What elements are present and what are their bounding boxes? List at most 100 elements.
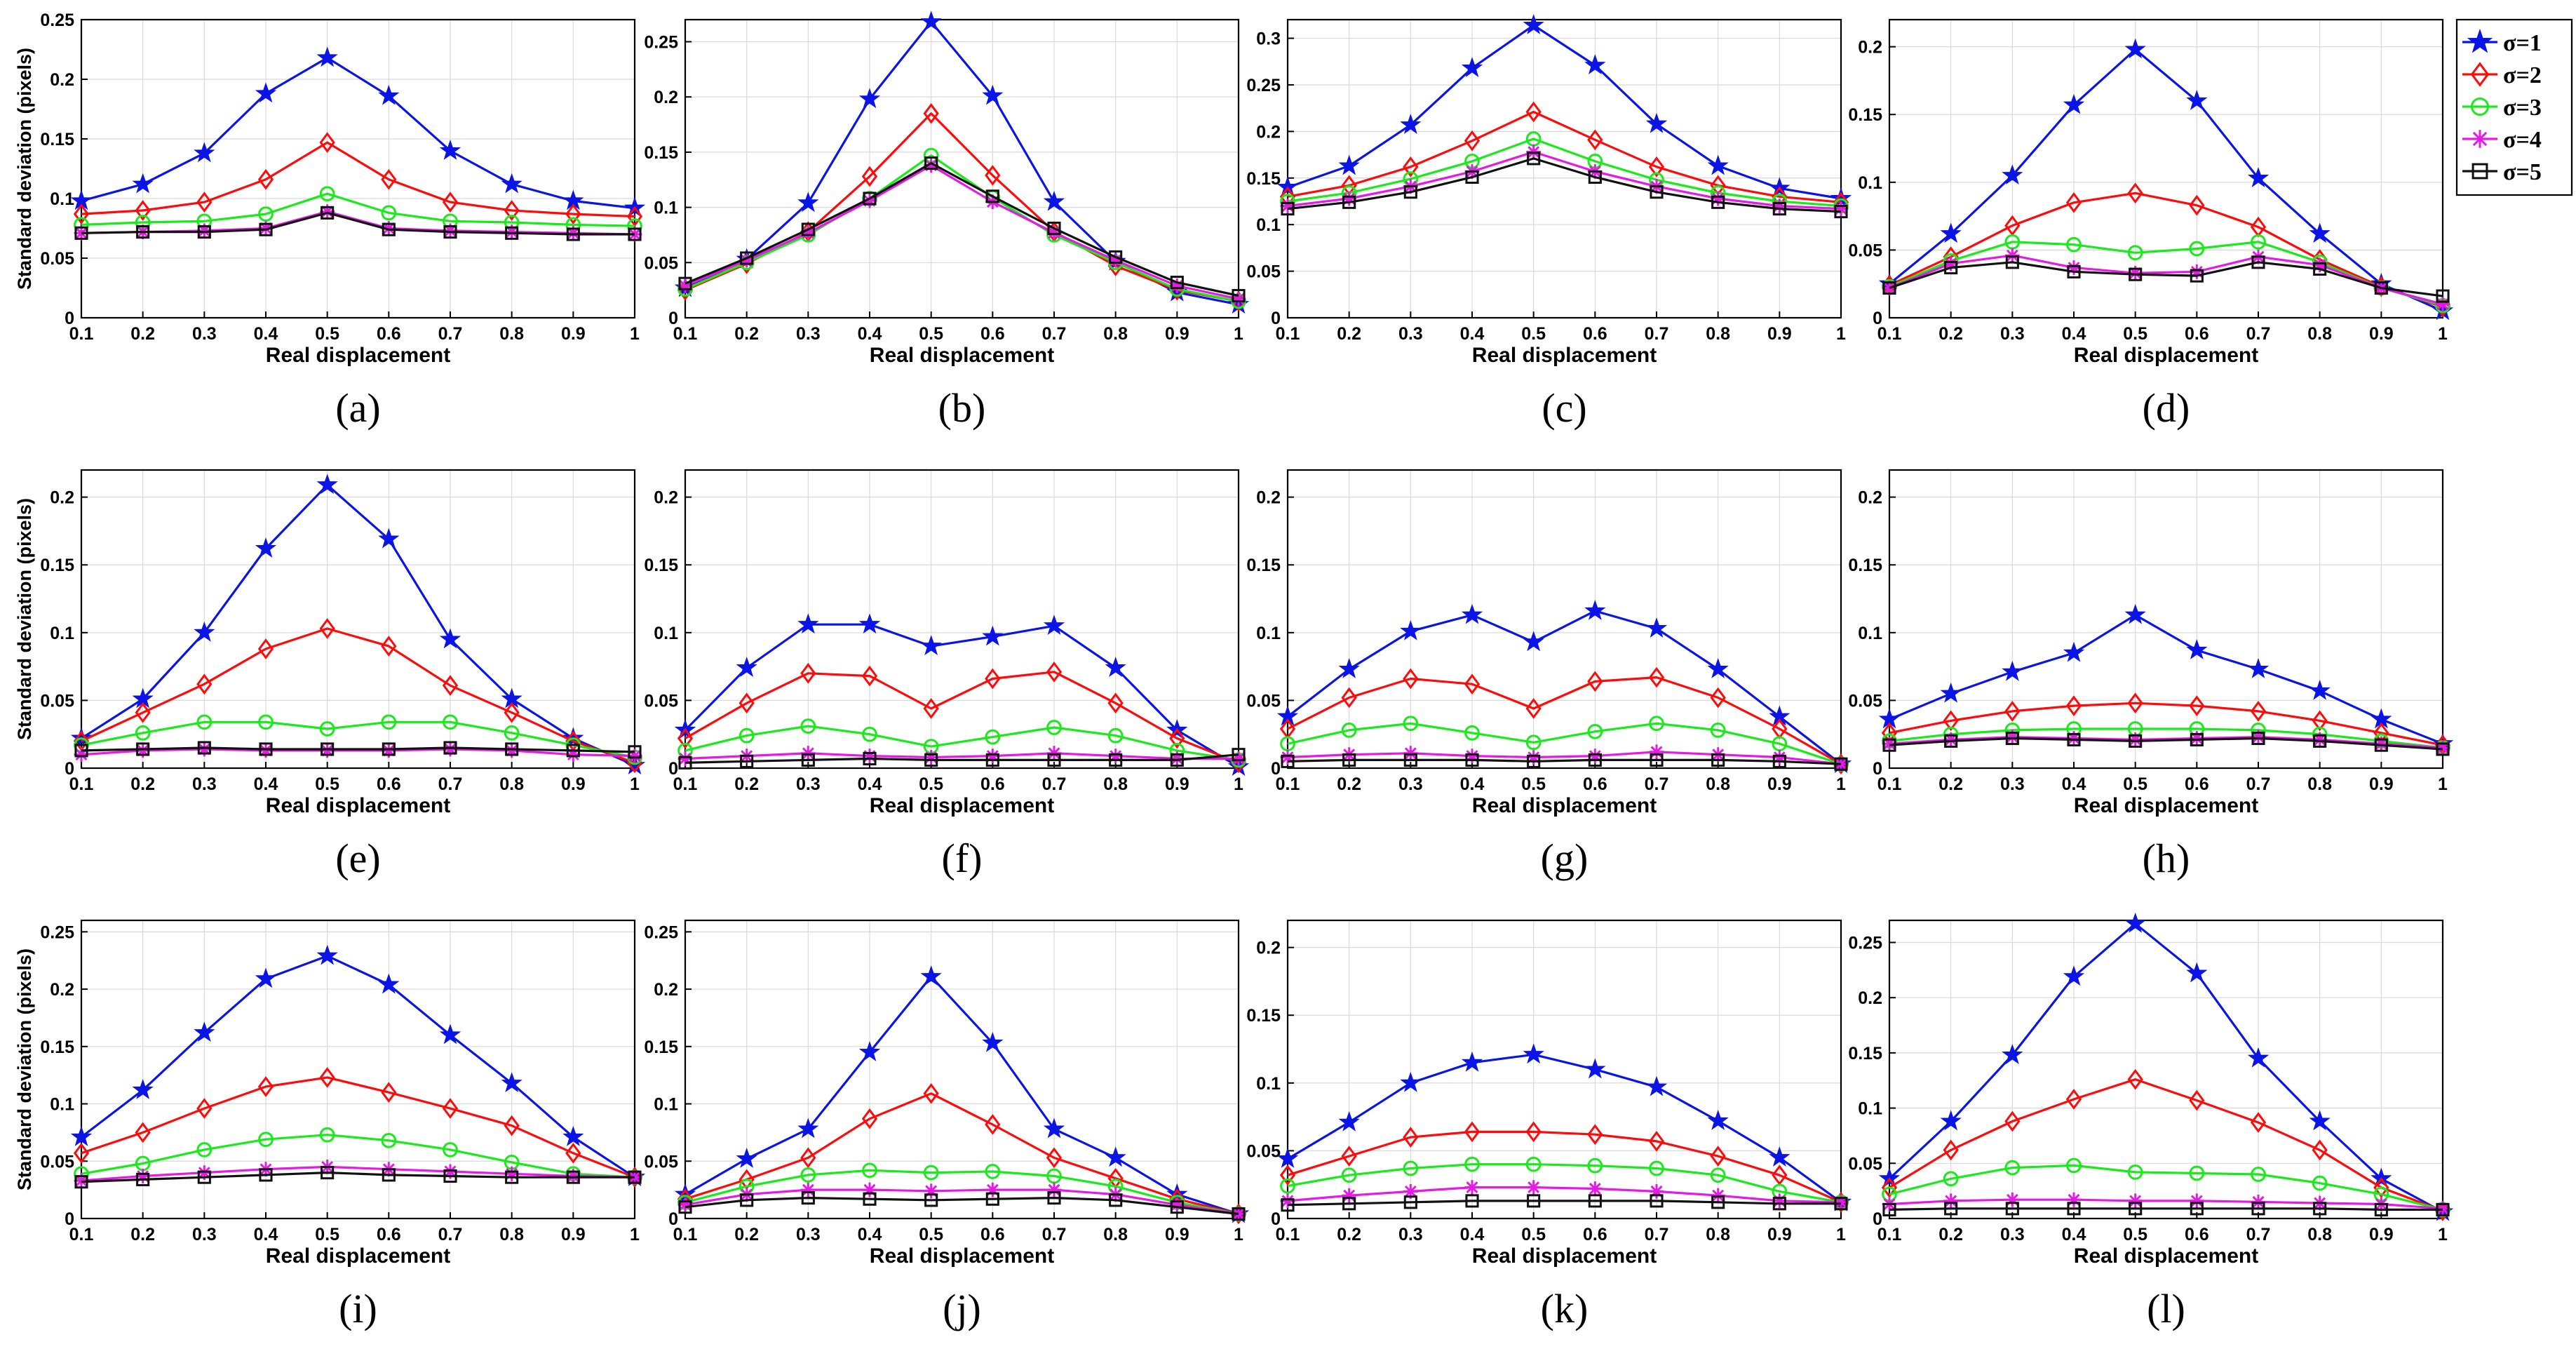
data-point [505, 226, 519, 240]
data-point [1525, 1156, 1542, 1172]
series-σ=5 [678, 748, 1246, 770]
data-point [1107, 692, 1124, 714]
x-tick-label: 0.4 [2062, 774, 2086, 794]
x-tick-label: 0.6 [377, 1225, 401, 1244]
data-point [1046, 720, 1062, 735]
data-point [439, 139, 461, 160]
series-line [685, 725, 1239, 761]
data-point [2251, 1202, 2265, 1216]
data-point [1523, 1043, 1544, 1064]
x-tick-label: 0.4 [1460, 774, 1485, 794]
x-tick-label: 0.2 [130, 324, 155, 344]
data-point [1943, 1171, 1959, 1187]
data-point [2002, 164, 2023, 185]
data-point [135, 702, 151, 723]
x-tick-label: 0.7 [438, 324, 463, 344]
series-σ=4 [677, 746, 1246, 766]
legend-label: σ=5 [2503, 159, 2542, 185]
legend-marker [2471, 130, 2489, 148]
data-point [923, 1164, 939, 1181]
legend-entry: σ=4 [2462, 127, 2542, 153]
data-point [2128, 1193, 2143, 1209]
data-point [1107, 727, 1124, 744]
data-point [504, 743, 520, 758]
data-point [2309, 679, 2331, 700]
x-tick-label: 0.5 [919, 774, 943, 794]
data-point [316, 944, 338, 965]
data-point [196, 223, 212, 239]
data-point [504, 224, 520, 239]
series-σ=4 [677, 1182, 1246, 1221]
data-point [319, 1127, 335, 1143]
data-point [1046, 1147, 1063, 1169]
series-line [1889, 192, 2443, 309]
data-point [1587, 1157, 1603, 1174]
panel-label: (f) [942, 835, 983, 881]
series-line [1287, 1200, 1841, 1207]
data-point [1231, 751, 1246, 766]
data-point [2251, 255, 2265, 269]
y-tick-label: 0.25 [40, 922, 74, 942]
data-point [1276, 1147, 1299, 1168]
data-point [504, 702, 520, 723]
x-tick-label: 0.1 [69, 324, 94, 344]
x-tick-label: 1 [1836, 1225, 1846, 1244]
data-point [863, 751, 877, 766]
x-tick-label: 0.9 [1165, 1225, 1189, 1244]
x-tick-label: 0.1 [1276, 324, 1300, 344]
data-point [924, 750, 939, 765]
data-point [2312, 710, 2328, 732]
series-line [685, 1092, 1239, 1216]
y-tick-label: 0.1 [1858, 624, 1882, 643]
y-tick-label: 0.05 [1246, 1141, 1281, 1161]
data-point [382, 1168, 396, 1182]
data-point [2374, 738, 2388, 752]
series-line [81, 141, 635, 218]
x-tick-label: 0.8 [1103, 774, 1128, 794]
data-point [1400, 1071, 1422, 1092]
x-tick-label: 0.9 [2369, 1225, 2394, 1244]
data-point [319, 721, 335, 737]
data-point [1711, 1195, 1725, 1209]
data-point [378, 84, 400, 105]
data-point [1588, 1194, 1602, 1208]
data-point [1526, 750, 1542, 765]
series-line [1287, 110, 1842, 203]
data-point [381, 714, 397, 730]
data-point [1403, 746, 1418, 761]
data-point [2435, 297, 2450, 312]
data-point [565, 747, 581, 763]
data-point [1711, 1188, 1726, 1203]
series-line [1888, 922, 2443, 1214]
x-tick-label: 0.9 [1767, 1225, 1792, 1244]
x-tick-label: 0.5 [1521, 1225, 1546, 1244]
data-point [2189, 1089, 2205, 1111]
data-point [132, 173, 154, 194]
data-point [1043, 190, 1065, 211]
data-point [1043, 615, 1065, 636]
y-tick-label: 0.2 [1256, 939, 1281, 958]
x-tick-label: 0.1 [673, 774, 698, 794]
x-tick-label: 1 [1234, 1225, 1243, 1244]
panel-k: 0.1 0.2 0.3 0.4 0.5 0.6 0.7 0.8 0.9 1 0 0.05 0.1 0.15… [1246, 919, 1852, 1331]
data-point [800, 746, 816, 761]
data-point [2066, 731, 2082, 746]
data-point [381, 1082, 397, 1103]
data-point [1587, 749, 1603, 763]
x-tick-label: 0.6 [2185, 1225, 2209, 1244]
data-point [2189, 1165, 2205, 1181]
series-σ=5 [1281, 152, 1848, 219]
x-tick-label: 0.3 [1398, 774, 1423, 794]
x-tick-label: 0.2 [130, 774, 155, 794]
x-axis-label: Real displacement [870, 344, 1054, 367]
data-point [2250, 1112, 2267, 1133]
x-tick-label: 0.8 [1103, 1225, 1128, 1244]
x-tick-label: 0.4 [858, 774, 882, 794]
data-point [2066, 236, 2082, 253]
x-axis-label: Real displacement [1472, 344, 1657, 367]
data-point [740, 1193, 754, 1207]
plot-area [81, 20, 635, 318]
x-axis-label: Real displacement [2074, 1244, 2258, 1268]
data-point [1169, 1197, 1185, 1212]
data-point [1587, 129, 1603, 151]
